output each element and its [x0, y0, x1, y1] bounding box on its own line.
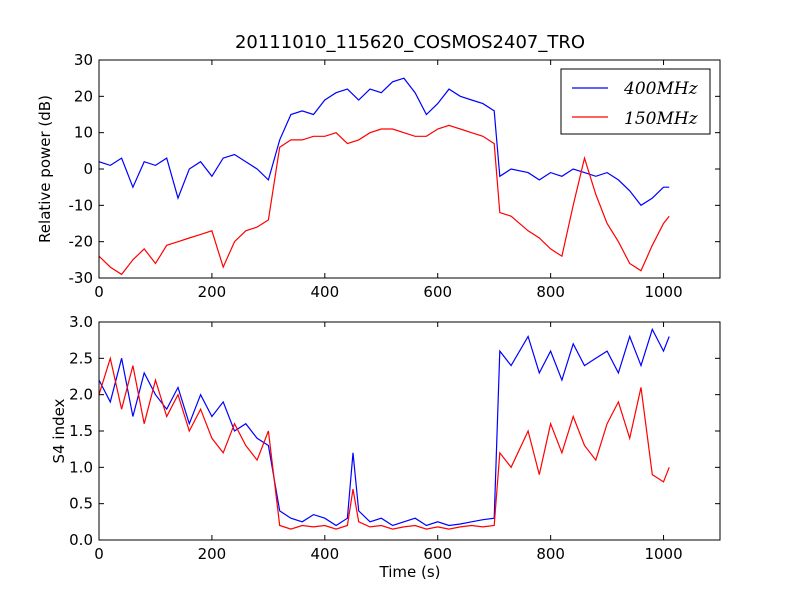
s4-y-ticks: 0.0 0.5 1.0 1.5 2.0 2.5 3.0 — [69, 313, 720, 549]
power-y-tick-label: -20 — [69, 233, 94, 251]
power-series-400mhz — [99, 77, 670, 207]
s4-x-ticks: 0 200 400 600 800 1000 — [94, 322, 683, 563]
s4-x-tick-label: 800 — [536, 545, 565, 563]
s4-series-150mhz — [99, 355, 670, 530]
s4-y-axis-label: S4 index — [50, 398, 68, 463]
legend-400mhz-label: 400MHz — [623, 79, 699, 99]
s4-x-tick-label: 400 — [310, 545, 339, 563]
power-panel: 0 200 400 600 800 1000 -30 -20 -10 0 10 20 30 Relat… — [36, 51, 721, 301]
s4-y-tick-label: 2.5 — [69, 349, 93, 367]
power-x-ticks: 0 200 400 600 800 1000 — [94, 60, 683, 301]
s4-y-tick-label: 0.5 — [69, 495, 93, 513]
legend: 400MHz 150MHz — [560, 68, 711, 135]
power-x-tick-label: 600 — [423, 283, 452, 301]
s4-y-tick-label: 0.0 — [69, 531, 93, 549]
s4-x-axis-label: Time (s) — [379, 563, 441, 581]
power-plot-area — [99, 77, 670, 276]
s4-plot-area — [99, 327, 670, 530]
s4-y-tick-label: 1.0 — [69, 458, 93, 476]
power-y-axis-label: Relative power (dB) — [36, 95, 54, 243]
s4-y-tick-label: 2.0 — [69, 386, 93, 404]
s4-x-tick-label: 200 — [198, 545, 227, 563]
s4-x-tick-label: 0 — [94, 545, 104, 563]
power-y-tick-label: 10 — [74, 124, 93, 142]
power-y-tick-label: 20 — [74, 87, 93, 105]
power-x-tick-label: 1000 — [644, 283, 682, 301]
power-y-tick-label: 30 — [74, 51, 93, 69]
s4-x-tick-label: 1000 — [644, 545, 682, 563]
figure-title: 20111010_115620_COSMOS2407_TRO — [235, 32, 585, 53]
legend-frame — [560, 68, 711, 135]
power-y-ticks: -30 -20 -10 0 10 20 30 — [69, 51, 720, 287]
power-y-tick-label: -10 — [69, 196, 94, 214]
power-x-tick-label: 800 — [536, 283, 565, 301]
s4-series-400mhz — [99, 327, 670, 527]
power-x-tick-label: 0 — [94, 283, 104, 301]
s4-panel: 0 200 400 600 800 1000 0.00.51.01.52.02.53.0 … — [50, 313, 721, 581]
power-series-150mhz — [99, 124, 670, 276]
s4-y-tick-label: 3.0 — [69, 313, 93, 331]
power-x-tick-label: 200 — [198, 283, 227, 301]
power-y-tick-label: -30 — [69, 269, 94, 287]
power-x-tick-label: 400 — [310, 283, 339, 301]
s4-x-tick-label: 600 — [423, 545, 452, 563]
s4-y-tick-label: 1.5 — [69, 422, 93, 440]
power-y-tick-label: 0 — [83, 160, 93, 178]
legend-150mhz-label: 150MHz — [624, 109, 699, 129]
